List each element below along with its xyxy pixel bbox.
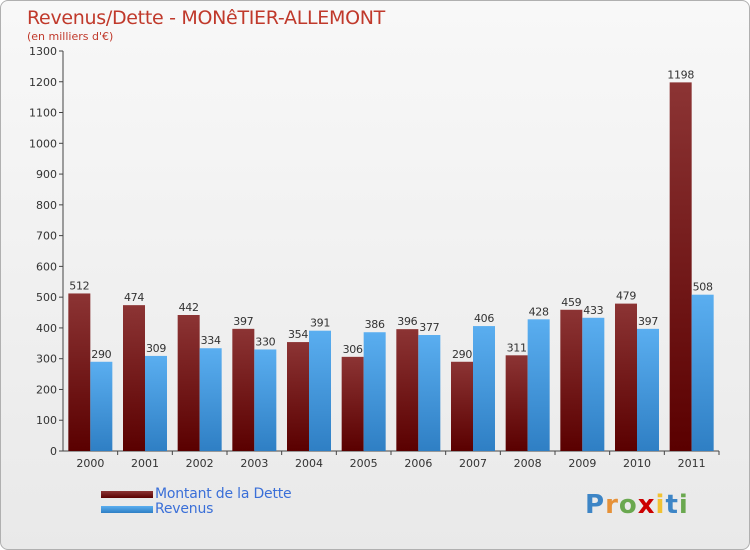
data-label-revenue-2007: 406 [474,312,494,325]
bar-debt-2003 [232,328,255,451]
bar-debt-2000 [68,293,91,451]
bar-revenue-2000 [90,361,113,451]
x-tick-label: 2007 [459,457,487,470]
x-tick-label: 2002 [186,457,214,470]
bar-revenue-2011 [691,294,714,451]
x-tick-label: 2001 [131,457,159,470]
proxiti-logo: Proxiti [585,490,689,520]
x-tick-label: 2009 [568,457,596,470]
x-tick-label: 2011 [678,457,706,470]
data-label-revenue-2000: 290 [91,348,111,361]
y-tick-label: 800 [36,199,57,212]
y-tick-label: 1200 [29,76,57,89]
data-label-revenue-2009: 433 [583,304,603,317]
x-tick-label: 2008 [514,457,542,470]
logo-letter: x [637,490,656,520]
data-label-revenue-2001: 309 [146,342,166,355]
y-tick-label: 300 [36,353,57,366]
logo-letter: i [655,490,666,520]
data-label-revenue-2003: 330 [255,335,275,348]
data-label-debt-2007: 290 [452,348,472,361]
bar-debt-2011 [669,82,692,451]
bar-debt-2005 [341,356,364,451]
y-tick-label: 0 [50,445,57,458]
data-label-debt-2008: 311 [507,341,527,354]
data-label-revenue-2010: 397 [638,315,658,328]
bar-debt-2006 [396,329,419,451]
logo-letter: r [605,490,619,520]
chart-title: Revenus/Dette - MONêTIER-ALLEMONT [27,7,385,29]
y-tick-label: 100 [36,414,57,427]
legend-swatch-debt [101,490,153,498]
bar-debt-2009 [560,309,583,451]
y-tick-label: 600 [36,260,57,273]
data-label-revenue-2005: 386 [365,318,385,331]
y-tick-label: 700 [36,230,57,243]
bar-debt-2007 [451,361,473,451]
x-tick-label: 2004 [295,457,323,470]
legend-label-debt: Montant de la Dette [155,486,292,502]
data-label-revenue-2002: 334 [201,334,221,347]
logo-letter: i [678,490,689,520]
bar-revenue-2003 [254,349,277,451]
y-tick-label: 500 [36,291,57,304]
y-tick-label: 400 [36,322,57,335]
bar-revenue-2009 [582,317,605,451]
data-label-debt-2004: 354 [288,328,308,341]
logo-letter: P [585,490,606,520]
bar-revenue-2010 [637,328,659,451]
legend-item-debt: Montant de la Dette [101,486,292,502]
bar-revenue-2005 [363,332,386,451]
y-tick-label: 900 [36,168,57,181]
y-tick-label: 1100 [29,107,57,120]
bar-debt-2001 [123,305,145,451]
data-label-debt-2003: 397 [233,315,253,328]
data-label-revenue-2004: 391 [310,317,330,330]
data-label-debt-2009: 459 [561,296,581,309]
x-tick-label: 2006 [404,457,432,470]
bar-revenue-2004 [309,330,331,451]
data-label-debt-2000: 512 [69,279,89,292]
bar-debt-2008 [505,355,528,451]
data-label-debt-2005: 306 [343,343,363,356]
logo-letter: t [665,490,679,520]
chart-subtitle: (en milliers d'€) [27,30,114,43]
data-label-debt-2011: 1198 [667,68,694,81]
bar-revenue-2001 [145,355,167,451]
y-tick-label: 200 [36,383,57,396]
y-tick-label: 1300 [29,45,57,58]
bar-revenue-2002 [199,348,222,451]
bar-debt-2010 [615,303,637,451]
data-label-revenue-2006: 377 [419,321,439,334]
bar-revenue-2007 [473,326,495,451]
x-tick-label: 2010 [623,457,651,470]
data-label-debt-2006: 396 [397,315,417,328]
legend-swatch-revenue [101,505,153,513]
data-label-debt-2002: 442 [179,301,199,314]
data-label-debt-2010: 479 [616,290,636,303]
y-tick-label: 1000 [29,137,57,150]
bar-debt-2002 [177,315,200,451]
x-tick-label: 2000 [76,457,104,470]
data-label-debt-2001: 474 [124,291,144,304]
logo-letter: o [618,490,638,520]
bar-revenue-2008 [527,319,550,451]
legend-label-revenue: Revenus [155,501,214,517]
data-label-revenue-2011: 508 [693,281,713,294]
bar-revenue-2006 [418,335,441,451]
bar-debt-2004 [287,342,309,451]
legend-item-revenue: Revenus [101,501,214,517]
data-label-revenue-2008: 428 [529,305,549,318]
x-tick-label: 2005 [350,457,378,470]
x-tick-label: 2003 [240,457,268,470]
